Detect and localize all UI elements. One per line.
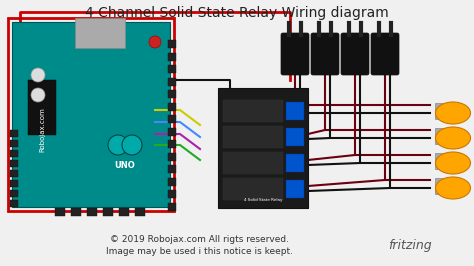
FancyBboxPatch shape bbox=[223, 126, 283, 148]
FancyBboxPatch shape bbox=[12, 22, 170, 207]
FancyBboxPatch shape bbox=[168, 90, 176, 98]
FancyBboxPatch shape bbox=[435, 103, 455, 119]
FancyBboxPatch shape bbox=[28, 80, 56, 135]
FancyBboxPatch shape bbox=[168, 115, 176, 123]
FancyBboxPatch shape bbox=[341, 33, 369, 75]
Circle shape bbox=[122, 135, 142, 155]
FancyBboxPatch shape bbox=[286, 154, 304, 172]
FancyBboxPatch shape bbox=[218, 88, 308, 208]
Text: fritzing: fritzing bbox=[388, 239, 432, 252]
Ellipse shape bbox=[436, 127, 471, 149]
FancyBboxPatch shape bbox=[75, 18, 125, 48]
FancyBboxPatch shape bbox=[10, 200, 18, 207]
Circle shape bbox=[31, 88, 45, 102]
FancyBboxPatch shape bbox=[103, 208, 113, 216]
FancyBboxPatch shape bbox=[168, 127, 176, 135]
FancyBboxPatch shape bbox=[281, 33, 309, 75]
Circle shape bbox=[108, 135, 128, 155]
FancyBboxPatch shape bbox=[10, 130, 18, 137]
Text: Image may be used i this notice is keept.: Image may be used i this notice is keept… bbox=[107, 247, 293, 256]
FancyBboxPatch shape bbox=[168, 77, 176, 85]
FancyBboxPatch shape bbox=[223, 152, 283, 174]
Ellipse shape bbox=[436, 102, 471, 124]
FancyBboxPatch shape bbox=[10, 140, 18, 147]
FancyBboxPatch shape bbox=[119, 208, 129, 216]
FancyBboxPatch shape bbox=[286, 128, 304, 146]
FancyBboxPatch shape bbox=[371, 33, 399, 75]
FancyBboxPatch shape bbox=[168, 202, 176, 210]
Text: UNO: UNO bbox=[115, 160, 136, 169]
FancyBboxPatch shape bbox=[87, 208, 97, 216]
FancyBboxPatch shape bbox=[168, 40, 176, 48]
FancyBboxPatch shape bbox=[168, 65, 176, 73]
FancyBboxPatch shape bbox=[168, 140, 176, 148]
FancyBboxPatch shape bbox=[223, 100, 283, 122]
FancyBboxPatch shape bbox=[286, 102, 304, 120]
FancyBboxPatch shape bbox=[435, 178, 455, 194]
Ellipse shape bbox=[436, 177, 471, 199]
FancyBboxPatch shape bbox=[286, 180, 304, 198]
Circle shape bbox=[31, 68, 45, 82]
Text: Robojax.com: Robojax.com bbox=[39, 108, 45, 152]
FancyBboxPatch shape bbox=[223, 178, 283, 200]
FancyBboxPatch shape bbox=[168, 52, 176, 60]
FancyBboxPatch shape bbox=[71, 208, 81, 216]
Text: © 2019 Robojax.com All rigts reserved.: © 2019 Robojax.com All rigts reserved. bbox=[110, 235, 290, 244]
FancyBboxPatch shape bbox=[135, 208, 145, 216]
FancyBboxPatch shape bbox=[168, 152, 176, 160]
Text: 4 Channel Solid State Relay Wiring diagram: 4 Channel Solid State Relay Wiring diagr… bbox=[85, 6, 389, 20]
FancyBboxPatch shape bbox=[10, 190, 18, 197]
FancyBboxPatch shape bbox=[435, 128, 455, 144]
FancyBboxPatch shape bbox=[168, 190, 176, 198]
FancyBboxPatch shape bbox=[10, 170, 18, 177]
FancyBboxPatch shape bbox=[168, 177, 176, 185]
FancyBboxPatch shape bbox=[10, 160, 18, 167]
FancyBboxPatch shape bbox=[55, 208, 65, 216]
FancyBboxPatch shape bbox=[168, 102, 176, 110]
FancyBboxPatch shape bbox=[10, 180, 18, 187]
Ellipse shape bbox=[436, 152, 471, 174]
Circle shape bbox=[149, 36, 161, 48]
Text: 4 Solid State Relay: 4 Solid State Relay bbox=[244, 198, 282, 202]
FancyBboxPatch shape bbox=[435, 153, 455, 169]
FancyBboxPatch shape bbox=[168, 165, 176, 173]
FancyBboxPatch shape bbox=[311, 33, 339, 75]
FancyBboxPatch shape bbox=[10, 150, 18, 157]
